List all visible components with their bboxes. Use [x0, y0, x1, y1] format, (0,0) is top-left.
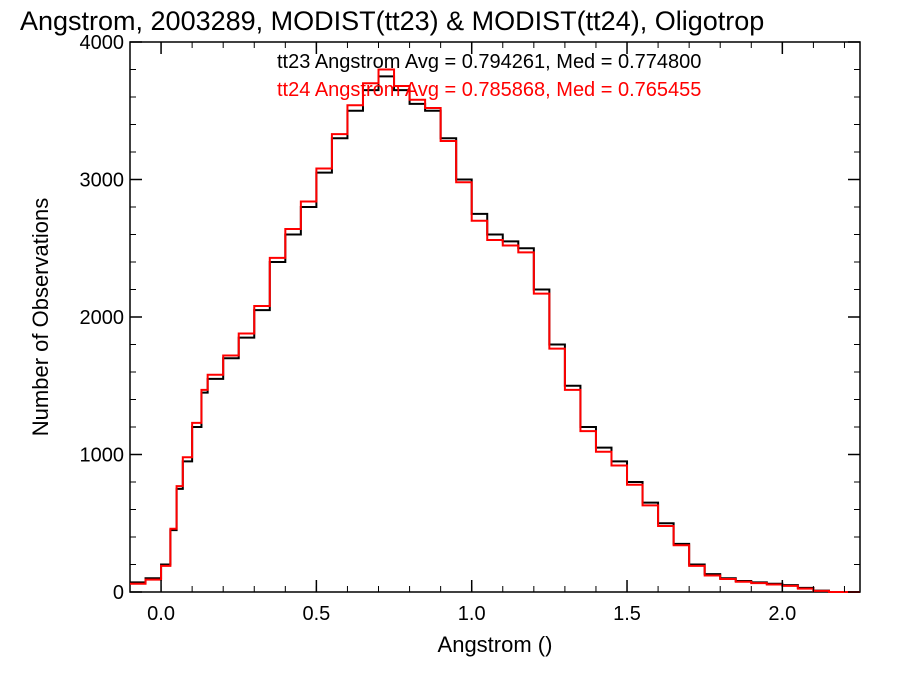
x-axis-label: Angstrom () — [438, 632, 553, 657]
x-tick-label: 1.5 — [613, 603, 641, 625]
x-tick-label: 1.0 — [458, 603, 486, 625]
y-tick-label: 0 — [113, 582, 124, 604]
x-tick-label: 2.0 — [768, 603, 796, 625]
y-tick-label: 3000 — [80, 170, 125, 192]
x-tick-label: 0.5 — [302, 603, 330, 625]
annotation-tt23: tt23 Angstrom Avg = 0.794261, Med = 0.77… — [277, 51, 701, 73]
plot-area: 0.0 0.5 1.0 1.5 2.0 0 1000 2000 3000 4000 — [80, 32, 861, 625]
x-axis-ticks: 0.0 0.5 1.0 1.5 2.0 — [129, 42, 845, 625]
series-layer — [130, 68, 860, 593]
chart-title: Angstrom, 2003289, MODIST(tt23) & MODIST… — [20, 6, 764, 36]
y-tick-label: 1000 — [80, 445, 125, 467]
y-tick-label: 4000 — [80, 32, 125, 54]
plot-border — [129, 41, 861, 593]
y-tick-label: 2000 — [80, 307, 125, 329]
x-tick-label: 0.0 — [147, 603, 175, 625]
y-axis-ticks: 0 1000 2000 3000 4000 — [80, 32, 860, 604]
y-axis-label: Number of Observations — [28, 198, 53, 436]
annotation-tt24: tt24 Angstrom Avg = 0.785868, Med = 0.76… — [277, 79, 701, 101]
series-line-1 — [130, 68, 860, 593]
